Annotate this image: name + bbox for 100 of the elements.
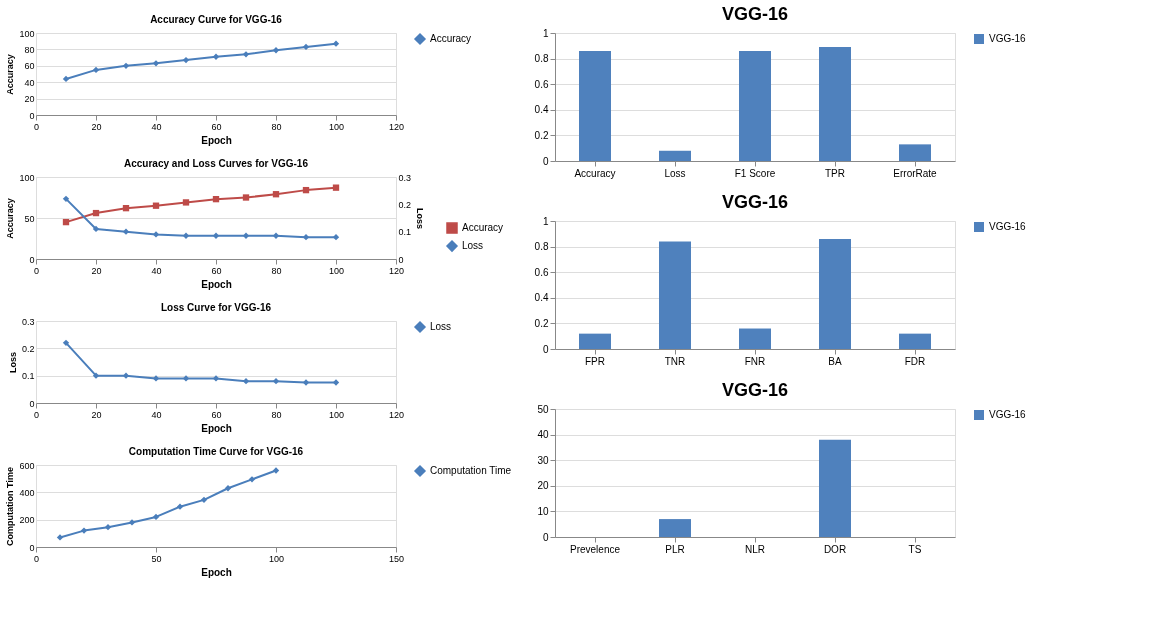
point xyxy=(152,375,160,382)
chart-title: Loss Curve for VGG-16 xyxy=(160,302,272,313)
y-tick-label: 0 xyxy=(542,531,549,543)
point xyxy=(62,218,70,226)
x-tick-label: 100 xyxy=(328,121,345,132)
point xyxy=(152,202,160,209)
x-tick-label: 120 xyxy=(388,409,405,420)
point xyxy=(302,379,310,386)
legend-label: Accuracy xyxy=(430,33,472,44)
point xyxy=(92,372,100,379)
x-tick-label: 100 xyxy=(268,553,285,564)
point xyxy=(62,75,70,83)
point xyxy=(332,184,340,191)
point xyxy=(302,233,310,241)
x-tick-label: 80 xyxy=(271,265,282,276)
y-axis-title: Accuracy xyxy=(5,54,16,95)
x-tick-label: BA xyxy=(828,355,842,367)
point xyxy=(182,375,190,382)
y-tick-label: 0.8 xyxy=(534,241,549,253)
point xyxy=(242,232,250,239)
x-tick-label: PLR xyxy=(665,543,685,555)
x-tick-label: FDR xyxy=(904,355,926,367)
legend-label: Accuracy xyxy=(462,222,504,234)
x-tick-label: 150 xyxy=(388,553,405,564)
x-tick-label: 100 xyxy=(328,265,345,276)
y-tick-label: 0.2 xyxy=(21,343,35,354)
x-tick-label: 120 xyxy=(388,121,405,132)
point xyxy=(248,476,256,483)
point xyxy=(242,377,250,385)
bar xyxy=(899,144,931,161)
x-tick-label: 100 xyxy=(328,409,345,420)
point xyxy=(332,40,340,47)
y-tick-label: 1 xyxy=(542,27,549,39)
point xyxy=(122,62,130,69)
y-tick-label: 60 xyxy=(24,61,35,72)
point xyxy=(128,519,136,526)
x-tick-label: ErrorRate xyxy=(893,167,938,179)
y-tick-label: 50 xyxy=(24,213,35,224)
y-tick-label: 20 xyxy=(24,94,35,105)
point xyxy=(80,527,88,534)
x-tick-label: TPR xyxy=(825,167,845,179)
legend-label: Loss xyxy=(430,321,452,332)
point xyxy=(182,199,190,206)
y-tick-label: 0.3 xyxy=(21,316,35,327)
bar xyxy=(899,333,931,349)
x-tick-label: 20 xyxy=(91,409,102,420)
point xyxy=(152,513,160,521)
legend-label: VGG-16 xyxy=(989,409,1027,420)
point xyxy=(152,60,160,67)
y-tick-label: 0.2 xyxy=(534,317,549,329)
point xyxy=(212,375,220,382)
y-tick-label: 0 xyxy=(29,110,35,121)
bar xyxy=(819,47,851,161)
legend-label: VGG-16 xyxy=(989,221,1027,232)
y-tick-label: 0.4 xyxy=(534,292,549,304)
x-axis-title: Epoch xyxy=(201,278,232,290)
x-tick-label: 60 xyxy=(211,265,222,276)
chart-title: VGG-16 xyxy=(721,380,789,400)
point xyxy=(332,233,340,241)
bar xyxy=(739,328,771,349)
y-tick-label: 0 xyxy=(542,343,549,355)
y-axis-title: Computation Time xyxy=(5,467,16,546)
point xyxy=(212,195,220,203)
x-tick-label: NLR xyxy=(744,543,766,555)
y-tick-label: 20 xyxy=(537,480,549,492)
point xyxy=(212,53,220,60)
bar xyxy=(659,241,691,349)
y-tick-label: 10 xyxy=(537,505,549,517)
point xyxy=(182,56,190,64)
x-tick-label: 50 xyxy=(151,553,162,564)
point xyxy=(182,232,190,239)
x-tick-label: 80 xyxy=(271,121,282,132)
x-axis-title: Epoch xyxy=(201,422,232,434)
x-tick-label: 120 xyxy=(388,265,405,276)
point xyxy=(200,496,208,504)
point xyxy=(242,51,250,58)
x-tick-label: FNR xyxy=(744,355,766,367)
point xyxy=(176,503,184,510)
bar xyxy=(819,238,851,349)
point xyxy=(272,191,280,198)
chart-title: Accuracy Curve for VGG-16 xyxy=(150,14,283,25)
x-tick-label: 80 xyxy=(271,409,282,420)
y-tick-label: 0.4 xyxy=(534,104,549,116)
y2-tick-label: 0.3 xyxy=(398,172,412,183)
point xyxy=(122,228,130,235)
point xyxy=(242,194,250,201)
y-tick-label: 0.8 xyxy=(534,53,549,65)
y-tick-label: 1 xyxy=(542,215,549,227)
y-tick-label: 0.6 xyxy=(534,78,549,90)
x-tick-label: DOR xyxy=(823,543,847,555)
point xyxy=(332,379,340,386)
bar xyxy=(579,333,611,349)
x-axis-title: Epoch xyxy=(201,134,232,146)
x-tick-label: FPR xyxy=(585,355,605,367)
point xyxy=(272,232,280,239)
y-tick-label: 0 xyxy=(29,254,35,265)
point xyxy=(272,467,280,474)
x-tick-label: 60 xyxy=(211,121,222,132)
y2-axis-title: Loss xyxy=(415,207,426,230)
x-tick-label: 60 xyxy=(211,409,222,420)
